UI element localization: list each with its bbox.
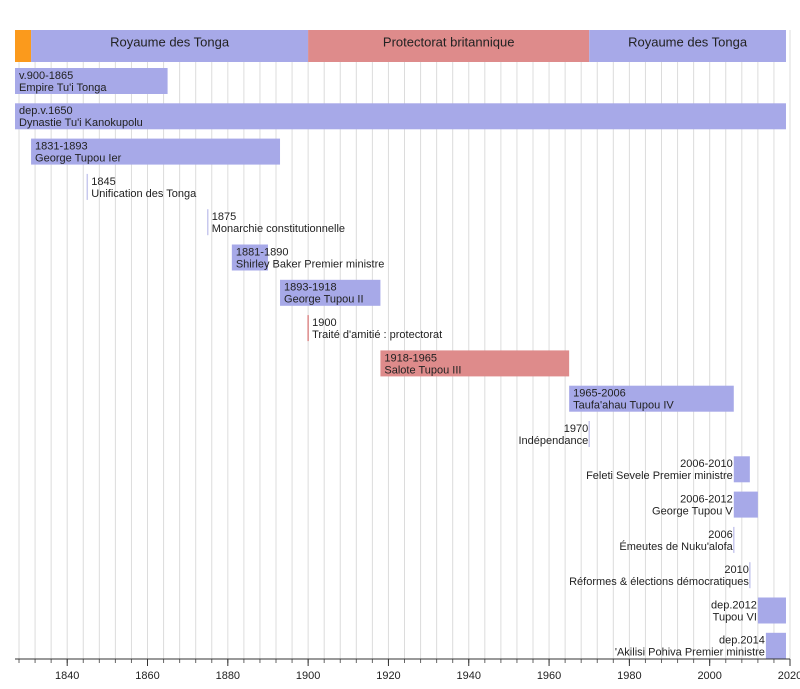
- event-date: dep.2012: [711, 599, 757, 611]
- event-name: Empire Tu'i Tonga: [19, 82, 107, 94]
- event-name: Feleti Sevele Premier ministre: [586, 470, 733, 482]
- event-date: 2010: [724, 564, 748, 576]
- event-date: 2006: [708, 529, 732, 541]
- period-bar: [31, 138, 281, 165]
- era-bar: [589, 30, 786, 62]
- period-bar: [15, 68, 168, 94]
- event-date: dep.v.1650: [19, 105, 73, 117]
- x-tick-label: 2020: [778, 670, 800, 682]
- era-bar: [31, 30, 309, 62]
- event-date: 1831-1893: [35, 141, 88, 153]
- event-date: 1900: [312, 317, 336, 329]
- event-name: Shirley Baker Premier ministre: [236, 258, 385, 270]
- event-name: George Tupou Ier: [35, 153, 122, 165]
- x-tick-label: 1940: [457, 670, 481, 682]
- event-name: Salote Tupou III: [384, 364, 461, 376]
- event-date: 1965-2006: [573, 388, 626, 400]
- era-label: Protectorat britannique: [383, 34, 515, 49]
- event-name: Taufa'ahau Tupou IV: [573, 400, 674, 412]
- period-bar: [15, 103, 786, 130]
- event-date: 1845: [91, 176, 115, 188]
- period-bar: [280, 279, 381, 306]
- x-tick-label: 1900: [296, 670, 320, 682]
- marks: [15, 30, 786, 659]
- event-date: 1918-1965: [384, 352, 437, 364]
- event-name: Réformes & élections démocratiques: [569, 576, 749, 588]
- x-tick-label: 1980: [617, 670, 641, 682]
- event-name: Indépendance: [518, 435, 588, 447]
- x-tick-label: 2000: [697, 670, 721, 682]
- period-bar: [757, 597, 786, 624]
- event-date: 1893-1918: [284, 282, 337, 294]
- event-name: 'Akilisi Pohiva Premier ministre: [615, 647, 765, 659]
- event-date: 2006-2010: [680, 458, 733, 470]
- event-date: 1875: [212, 211, 236, 223]
- event-date: 2006-2012: [680, 494, 733, 506]
- x-tick-label: 1920: [376, 670, 400, 682]
- labels: 1840 1860 1880 1900 1920 1940 1960 1980 2000 2020…: [19, 34, 800, 681]
- event-date: 1970: [564, 423, 588, 435]
- grid: [18, 30, 791, 666]
- x-tick-label: 1860: [135, 670, 159, 682]
- period-bar: [380, 350, 570, 377]
- x-tick-label: 1840: [55, 670, 79, 682]
- era-bar: [308, 30, 590, 62]
- event-date: 1881-1890: [236, 246, 289, 258]
- era-label: Royaume des Tonga: [110, 34, 230, 49]
- event-date: v.900-1865: [19, 70, 73, 82]
- period-bar: [765, 632, 786, 659]
- event-name: George Tupou II: [284, 294, 364, 306]
- event-name: Monarchie constitutionnelle: [212, 223, 345, 235]
- period-bar: [231, 244, 268, 271]
- period-bar: [733, 491, 758, 518]
- event-name: Dynastie Tu'i Kanokupolu: [19, 117, 143, 129]
- event-name: Émeutes de Nuku'alofa: [619, 540, 733, 553]
- event-name: Unification des Tonga: [91, 188, 197, 200]
- x-tick-label: 1880: [216, 670, 240, 682]
- event-date: dep.2014: [719, 635, 765, 647]
- period-bar: [733, 456, 750, 483]
- period-bar: [569, 385, 734, 412]
- event-name: Tupou VI: [713, 611, 757, 623]
- era-bar: [15, 30, 32, 62]
- era-label: Royaume des Tonga: [628, 34, 748, 49]
- event-name: Traité d'amitié : protectorat: [312, 329, 442, 341]
- x-tick-label: 1960: [537, 670, 561, 682]
- event-name: George Tupou V: [652, 506, 733, 518]
